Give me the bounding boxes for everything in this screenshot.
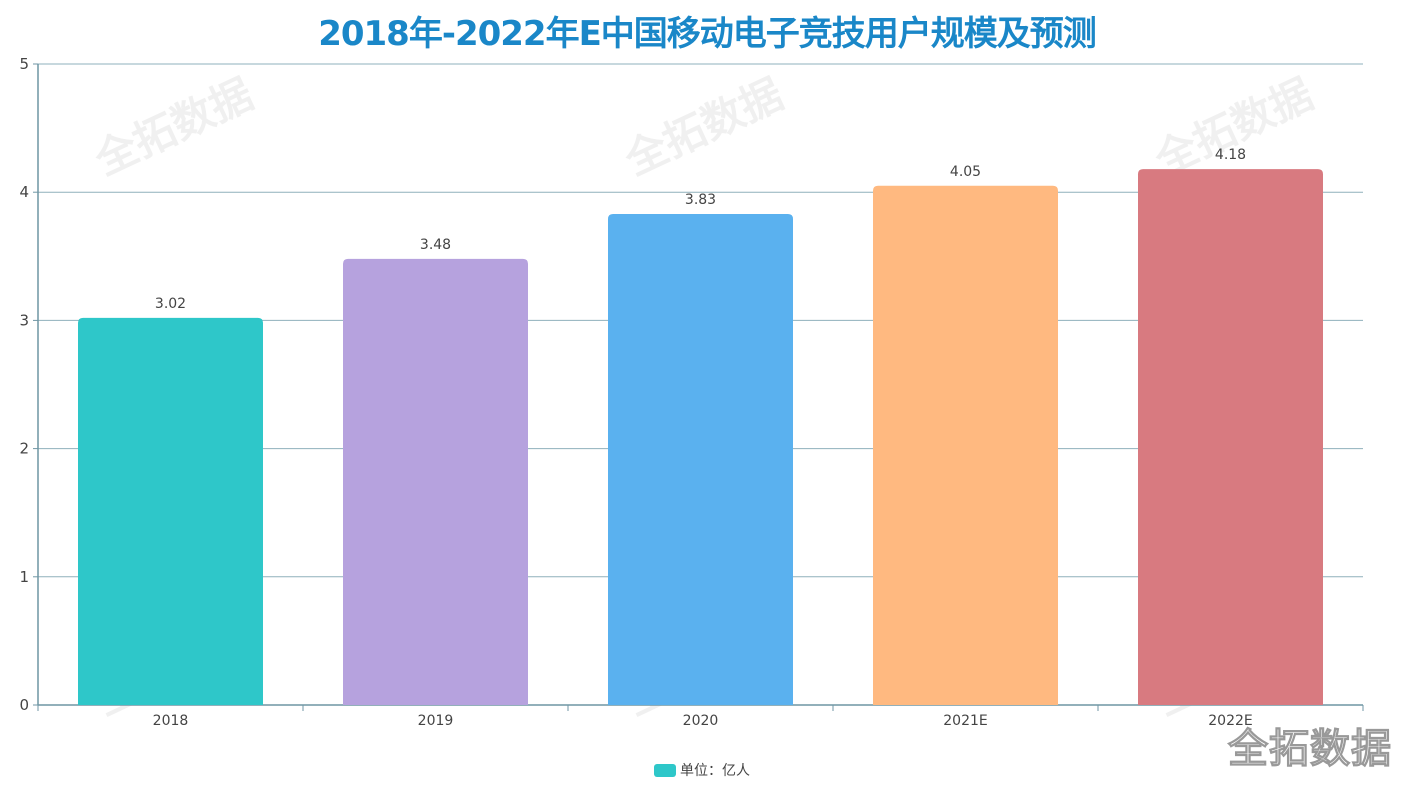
x-tick-label: 2022E — [1208, 713, 1252, 729]
x-tick-label: 2020 — [683, 713, 719, 729]
y-tick-label: 1 — [19, 568, 29, 586]
data-label: 4.05 — [950, 164, 981, 180]
watermark-text: 全拓数据 — [86, 69, 260, 185]
y-tick-label: 0 — [19, 696, 29, 714]
y-tick-label: 3 — [19, 311, 29, 329]
x-tick-label: 2018 — [153, 713, 189, 729]
bar-2019 — [343, 258, 528, 705]
watermark-text: 全拓数据 — [616, 69, 790, 185]
bar-2022E — [1138, 169, 1323, 705]
x-tick-label: 2021E — [943, 713, 987, 729]
y-tick-label: 5 — [19, 55, 29, 73]
y-tick-label: 4 — [19, 183, 29, 201]
watermark-text: 全拓数据 — [1146, 69, 1320, 185]
bar-2020 — [608, 213, 793, 705]
legend[interactable]: 单位：亿人 — [654, 760, 750, 780]
legend-swatch — [654, 763, 676, 777]
bar-2018 — [78, 317, 263, 705]
data-label: 4.18 — [1215, 147, 1246, 163]
data-label: 3.83 — [685, 192, 716, 208]
data-label: 3.02 — [155, 296, 186, 312]
bar-2021E — [873, 185, 1058, 706]
legend-label: 单位：亿人 — [680, 763, 750, 779]
chart-title: 2018年-2022年E中国移动电子竞技用户规模及预测 — [318, 14, 1097, 54]
x-tick-label: 2019 — [418, 713, 454, 729]
y-tick-label: 2 — [19, 440, 29, 458]
corner-watermark-logo: 全拓数据 — [1228, 726, 1392, 773]
data-label: 3.48 — [420, 237, 451, 253]
